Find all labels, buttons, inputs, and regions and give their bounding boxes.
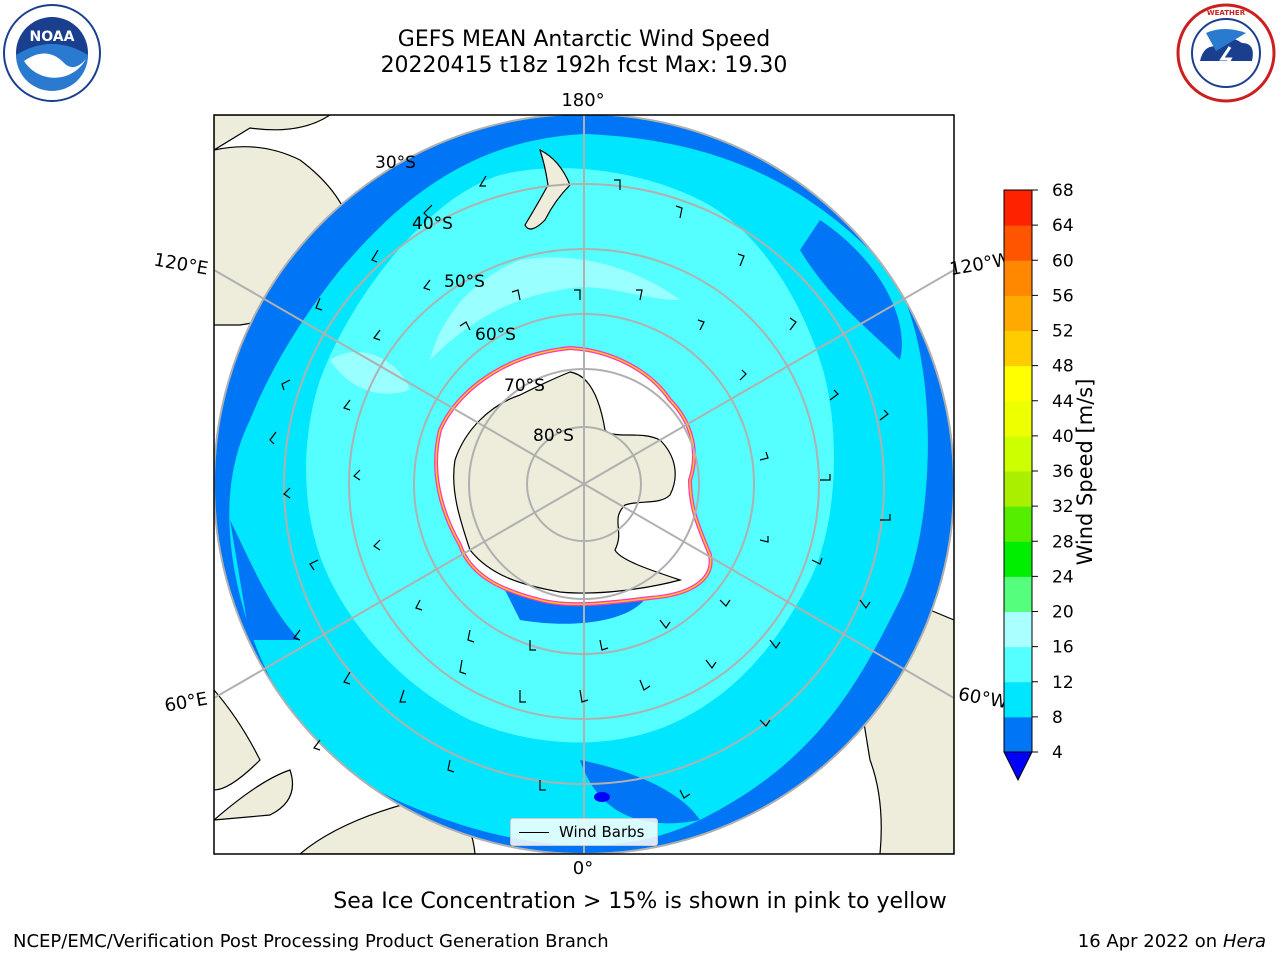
- colorbar-segment: [1004, 646, 1032, 683]
- colorbar-tick-label: 44: [1052, 392, 1074, 412]
- footer-host: Hera: [1222, 931, 1266, 952]
- colorbar-tick-label: 64: [1052, 216, 1074, 236]
- colorbar-segment: [1004, 435, 1032, 472]
- lat-label-80s: 80°S: [533, 426, 574, 446]
- colorbar-tick-label: 68: [1052, 181, 1074, 201]
- footer-date-text: 16 Apr 2022 on: [1077, 931, 1223, 952]
- wind-barbs: [269, 175, 891, 799]
- lon-label-60w: 60°W: [957, 684, 1010, 713]
- colorbar-segment: [1004, 400, 1032, 437]
- graticule: [214, 115, 954, 854]
- colorbar-under-arrow: [1003, 751, 1033, 782]
- colorbar-segment: [1004, 576, 1032, 612]
- colorbar-tick-label: 48: [1052, 357, 1074, 377]
- lat-label-40s: 40°S: [412, 214, 453, 234]
- noaa-logo-icon: NOAA: [3, 4, 101, 102]
- svg-text:NOAA: NOAA: [30, 29, 75, 45]
- colorbar-tick-label: 32: [1052, 497, 1074, 517]
- chart-subtitle: 20220415 t18z 192h fcst Max: 19.30: [380, 53, 788, 78]
- lat-label-70s: 70°S: [504, 376, 545, 396]
- wind-barbs-legend: Wind Barbs: [510, 818, 658, 846]
- colorbar-tick-label: 8: [1052, 708, 1063, 728]
- colorbar-tick-label: 28: [1052, 532, 1074, 552]
- colorbar-tick-label: 12: [1052, 673, 1074, 693]
- chart-title: GEFS MEAN Antarctic Wind Speed: [397, 27, 771, 52]
- colorbar-segment: [1004, 365, 1032, 402]
- colorbar-segment: [1004, 260, 1032, 296]
- lon-label-180: 180°: [561, 90, 604, 111]
- lat-label-60s: 60°S: [475, 325, 516, 345]
- colorbar-segment: [1004, 190, 1032, 226]
- colorbar-tick-label: 20: [1052, 603, 1074, 623]
- lon-label-120e: 120°E: [152, 249, 210, 279]
- lon-label-60e: 60°E: [163, 688, 209, 716]
- colorbar-segment: [1004, 716, 1032, 753]
- nws-logo-icon: WEATHER: [1176, 3, 1276, 103]
- legend-label: Wind Barbs: [559, 823, 645, 841]
- lat-label-50s: 50°S: [444, 272, 485, 292]
- colorbar-segment: [1004, 295, 1032, 331]
- colorbar-segment: [1004, 506, 1032, 542]
- legend-line-icon: [519, 831, 549, 833]
- lat-label-30s: 30°S: [375, 153, 416, 173]
- colorbar-tick-label: 56: [1052, 286, 1074, 306]
- sea-ice-caption: Sea Ice Concentration > 15% is shown in …: [333, 889, 947, 914]
- colorbar-tick-label: 36: [1052, 462, 1074, 482]
- colorbar-tick-label: 60: [1052, 251, 1074, 271]
- footer-date: 16 Apr 2022 on Hera: [1078, 931, 1266, 952]
- colorbar-segment: [1004, 225, 1032, 261]
- colorbar-tick-label: 52: [1052, 322, 1074, 342]
- colorbar-tick-label: 16: [1052, 638, 1074, 658]
- lon-label-0: 0°: [573, 858, 593, 879]
- colorbar-tick-label: 24: [1052, 567, 1074, 587]
- colorbar-segment: [1004, 681, 1032, 718]
- colorbar-segment: [1004, 541, 1032, 577]
- colorbar-segment: [1004, 330, 1032, 367]
- colorbar-segment: [1004, 471, 1032, 507]
- colorbar-tick-label: 4: [1052, 743, 1063, 763]
- footer-branch: NCEP/EMC/Verification Post Processing Pr…: [13, 931, 609, 952]
- colorbar-label: Wind Speed [m/s]: [1073, 378, 1097, 566]
- colorbar-tick-label: 40: [1052, 427, 1074, 447]
- colorbar-segment: [1004, 611, 1032, 648]
- svg-text:WEATHER: WEATHER: [1207, 9, 1246, 17]
- lon-label-120w: 120°W: [948, 249, 1012, 280]
